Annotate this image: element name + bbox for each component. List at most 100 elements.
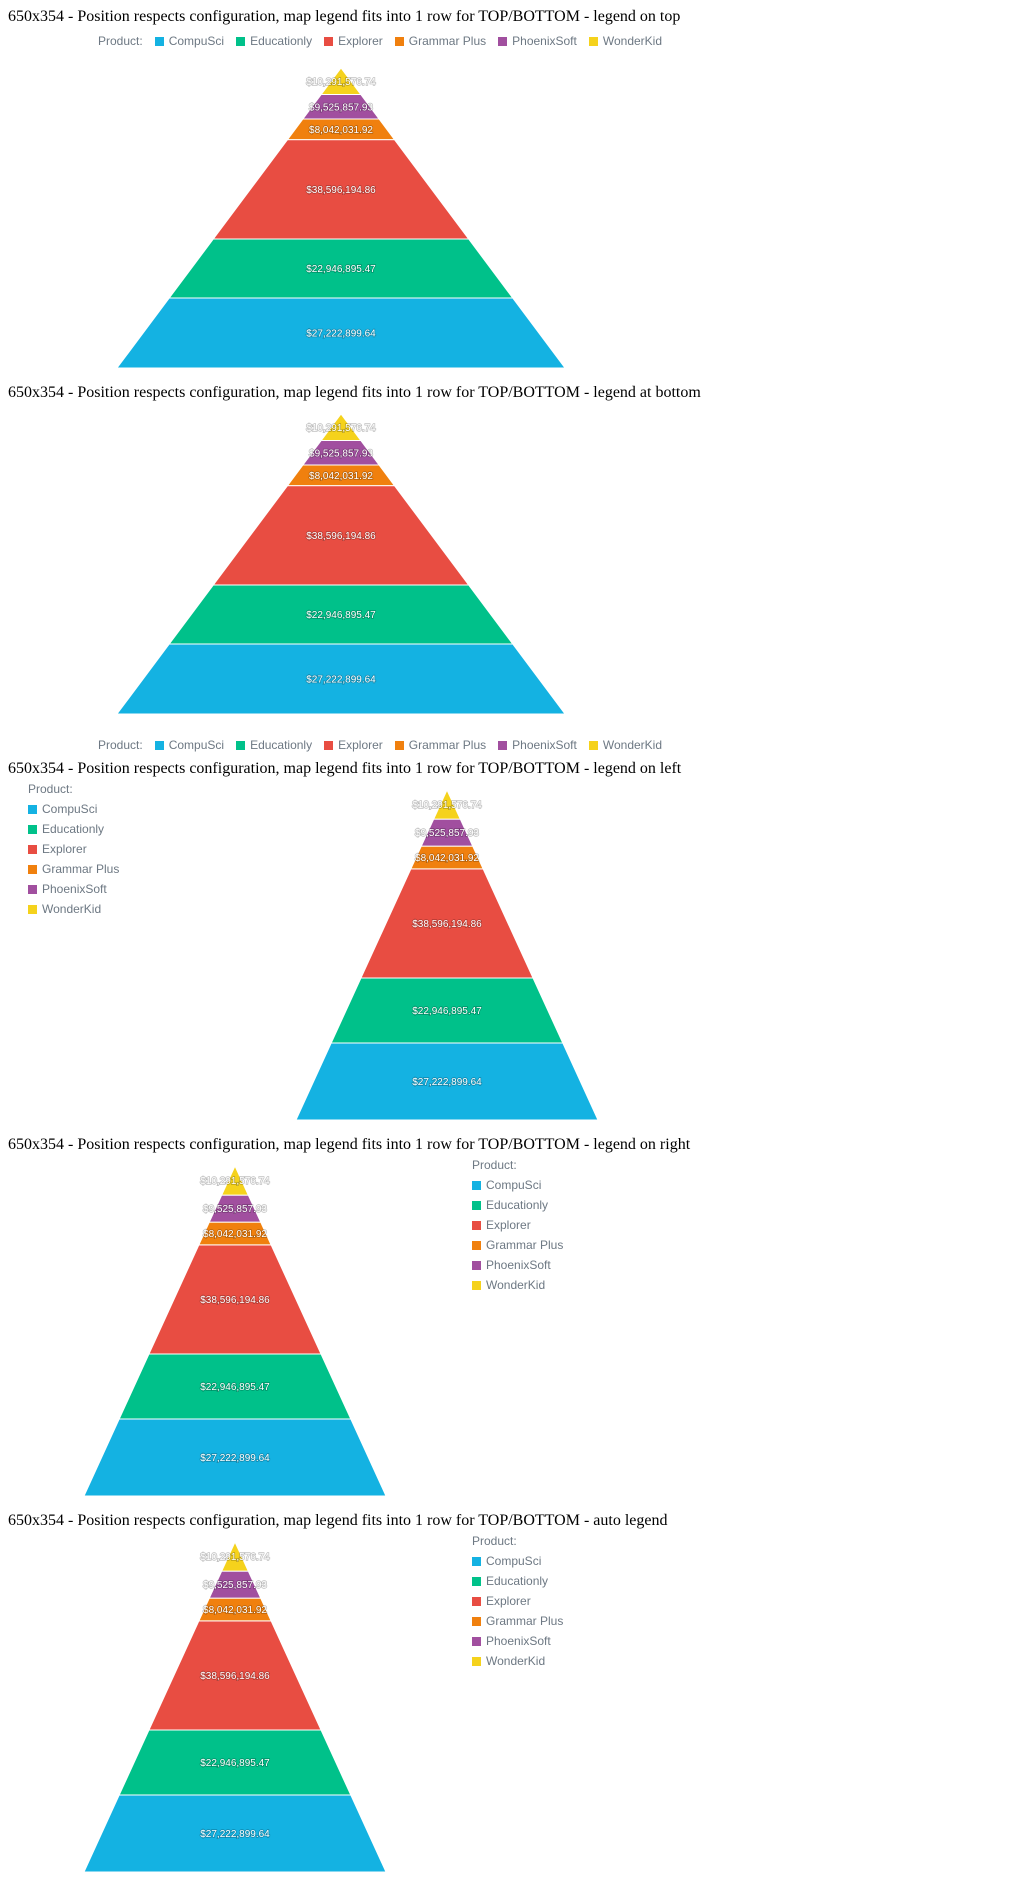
legend-swatch — [154, 740, 164, 750]
legend-label: Educationly — [486, 1198, 549, 1212]
data-label: $10,291,576.74 — [306, 423, 376, 434]
data-label: $8,042,031.92 — [309, 471, 373, 482]
pyramid-segment-wonderkid[interactable] — [432, 788, 462, 820]
legend-swatch — [236, 740, 246, 750]
legend-item-educationly[interactable]: Educationly — [236, 34, 312, 48]
legend-item-educationly[interactable]: Educationly — [472, 1574, 563, 1588]
section-title: 650x354 - Position respects configuratio… — [8, 1512, 668, 1529]
legend-label: Explorer — [486, 1218, 531, 1232]
data-label: $22,946,895.47 — [200, 1382, 270, 1393]
legend-label: WonderKid — [42, 902, 102, 916]
legend-item-grammar-plus[interactable]: Grammar Plus — [472, 1614, 563, 1628]
legend-item-grammar-plus[interactable]: Grammar Plus — [28, 862, 119, 876]
legend-label: Grammar Plus — [42, 862, 120, 876]
legend-swatch — [28, 824, 37, 834]
legend-label: Grammar Plus — [486, 1614, 564, 1628]
data-label: $22,946,895.47 — [306, 610, 376, 621]
legend-label: Educationly — [250, 738, 313, 752]
data-label: $38,596,194.86 — [200, 1671, 270, 1682]
legend-item-phoenixsoft[interactable]: PhoenixSoft — [498, 34, 577, 48]
legend-swatch — [28, 904, 37, 914]
legend-label: PhoenixSoft — [512, 34, 577, 48]
legend-item-wonderkid[interactable]: WonderKid — [472, 1278, 563, 1292]
legend-swatch — [498, 36, 508, 46]
legend-label: Explorer — [486, 1594, 531, 1608]
pyramid-segment-wonderkid[interactable] — [320, 413, 362, 441]
legend-label: WonderKid — [602, 34, 663, 48]
legend-swatch — [472, 1636, 481, 1646]
pyramid-segment-wonderkid[interactable] — [320, 67, 362, 95]
legend-item-educationly[interactable]: Educationly — [28, 822, 119, 836]
legend-item-grammar-plus[interactable]: Grammar Plus — [394, 738, 486, 752]
legend-title: Product: — [98, 34, 143, 48]
legend-item-phoenixsoft[interactable]: PhoenixSoft — [28, 882, 119, 896]
legend-label: CompuSci — [168, 34, 225, 48]
legend-item-compusci[interactable]: CompuSci — [154, 738, 224, 752]
data-label: $8,042,031.92 — [415, 853, 479, 864]
data-label: $8,042,031.92 — [203, 1605, 267, 1616]
legend-label: Grammar Plus — [408, 34, 487, 48]
legend-item-explorer[interactable]: Explorer — [324, 34, 383, 48]
data-label: $10,291,576.74 — [200, 1176, 270, 1187]
data-label: $27,222,899.64 — [412, 1077, 482, 1088]
legend-swatch — [472, 1220, 481, 1230]
legend-item-explorer[interactable]: Explorer — [324, 738, 383, 752]
legend-item-explorer[interactable]: Explorer — [28, 842, 119, 856]
section-title: 650x354 - Position respects configuratio… — [8, 760, 682, 777]
data-label: $10,291,576.74 — [200, 1552, 270, 1563]
legend-item-explorer[interactable]: Explorer — [472, 1594, 563, 1608]
legend-item-phoenixsoft[interactable]: PhoenixSoft — [472, 1634, 563, 1648]
legend-label: Explorer — [338, 34, 383, 48]
data-label: $38,596,194.86 — [306, 185, 376, 196]
legend-item-wonderkid[interactable]: WonderKid — [588, 738, 663, 752]
legend-swatch — [472, 1596, 481, 1606]
data-label: $9,525,857.93 — [203, 1580, 267, 1591]
legend-item-compusci[interactable]: CompuSci — [472, 1554, 563, 1568]
legend-item-grammar-plus[interactable]: Grammar Plus — [472, 1238, 563, 1252]
data-label: $9,525,857.93 — [203, 1204, 267, 1215]
legend-item-phoenixsoft[interactable]: PhoenixSoft — [498, 738, 577, 752]
legend-item-phoenixsoft[interactable]: PhoenixSoft — [472, 1258, 563, 1272]
legend-item-wonderkid[interactable]: WonderKid — [588, 34, 663, 48]
legend-label: WonderKid — [602, 738, 663, 752]
legend-label: Explorer — [42, 842, 87, 856]
legend-swatch — [472, 1656, 481, 1666]
chart-section-legend-bottom: 650x354 - Position respects configuratio… — [0, 376, 1024, 752]
pyramid-segment-wonderkid[interactable] — [220, 1164, 250, 1196]
legend-label: Grammar Plus — [486, 1238, 564, 1252]
legend-item-educationly[interactable]: Educationly — [472, 1198, 563, 1212]
legend-swatch — [588, 36, 598, 46]
legend-item-wonderkid[interactable]: WonderKid — [28, 902, 119, 916]
pyramid-segment-wonderkid[interactable] — [220, 1540, 250, 1572]
section-title: 650x354 - Position respects configuratio… — [8, 1136, 691, 1153]
legend-item-grammar-plus[interactable]: Grammar Plus — [394, 34, 487, 48]
legend-label: PhoenixSoft — [42, 882, 107, 896]
data-label: $9,525,857.93 — [309, 448, 373, 459]
section-title: 650x354 - Position respects configuratio… — [8, 8, 681, 25]
legend-item-wonderkid[interactable]: WonderKid — [472, 1654, 563, 1668]
data-label: $9,525,857.93 — [415, 828, 479, 839]
data-label: $22,946,895.47 — [200, 1758, 270, 1769]
legend-swatch — [154, 36, 164, 46]
legend-label: CompuSci — [486, 1178, 542, 1192]
legend-item-educationly[interactable]: Educationly — [236, 738, 312, 752]
legend: Product: CompuSci Educationly Explorer Gramm… — [472, 1534, 563, 1668]
data-label: $9,525,857.93 — [309, 102, 373, 113]
legend-swatch — [394, 36, 404, 46]
legend-item-compusci[interactable]: CompuSci — [28, 802, 119, 816]
legend-item-compusci[interactable]: CompuSci — [472, 1178, 563, 1192]
data-label: $27,222,899.64 — [306, 329, 376, 340]
legend-title: Product: — [98, 738, 143, 752]
chart-section-legend-top: 650x354 - Position respects configuratio… — [0, 0, 1024, 376]
legend-swatch — [472, 1616, 481, 1626]
pyramid-chart: $27,222,899.64 $22,946,895.47 $38,596,194.… — [116, 67, 566, 369]
legend: Product: CompuSci Educationly Explorer Gramm… — [28, 782, 119, 916]
legend-item-explorer[interactable]: Explorer — [472, 1218, 563, 1232]
data-label: $8,042,031.92 — [203, 1229, 267, 1240]
legend-swatch — [324, 740, 334, 750]
legend-item-compusci[interactable]: CompuSci — [154, 34, 225, 48]
chart-section-legend-left: 650x354 - Position respects configuratio… — [0, 752, 1024, 1128]
legend-label: PhoenixSoft — [486, 1634, 551, 1648]
legend-label: Educationly — [250, 34, 313, 48]
legend: Product: CompuSci Educationly Explorer Gramm… — [98, 34, 662, 48]
